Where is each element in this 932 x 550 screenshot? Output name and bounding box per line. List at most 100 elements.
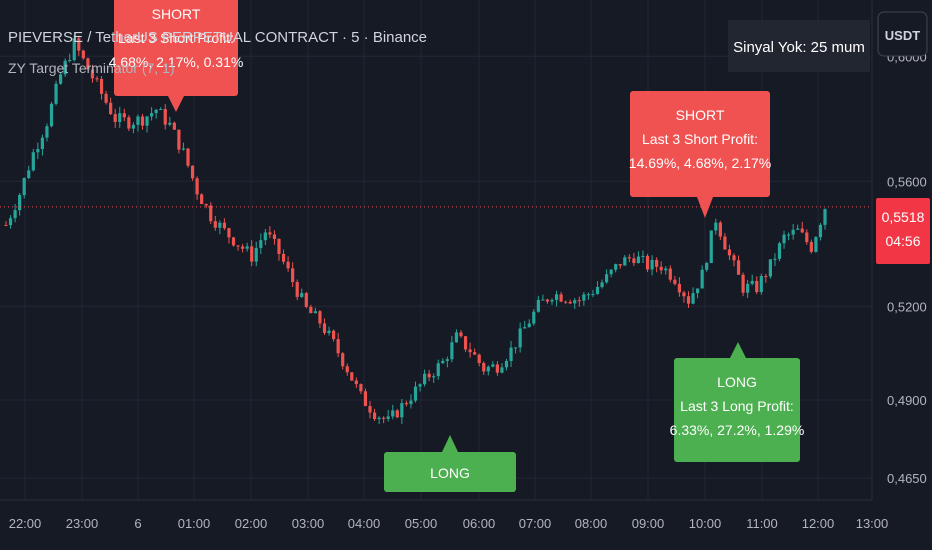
time-axis[interactable] [0, 500, 932, 550]
candle [618, 264, 622, 269]
candle [391, 404, 395, 420]
candle [127, 115, 131, 132]
candle [691, 287, 695, 305]
annotation-box [630, 91, 770, 197]
time-tick-label: 13:00 [856, 516, 889, 531]
candle [509, 340, 513, 368]
candle [145, 115, 149, 133]
candle [554, 290, 559, 307]
price-tick-label: 0,4900 [887, 393, 927, 408]
candle [304, 291, 308, 309]
candle [8, 215, 13, 229]
candle [122, 108, 126, 122]
candle [227, 227, 231, 244]
candle [377, 416, 381, 425]
annotation-box [674, 358, 800, 462]
time-tick-label: 03:00 [292, 516, 325, 531]
annotation-short: SHORT Last 3 Short Profit: 4.68%, 2.17%, 0… [109, 0, 244, 112]
candle [404, 400, 408, 407]
candle [673, 276, 677, 286]
candle [291, 262, 295, 288]
candle [213, 215, 217, 231]
candle [545, 298, 550, 304]
candle [322, 318, 327, 336]
candle [382, 416, 386, 424]
candle [295, 279, 299, 301]
candle [204, 203, 208, 209]
candle [22, 177, 26, 199]
candle [514, 347, 518, 354]
candle [536, 295, 540, 313]
candle [395, 408, 399, 419]
candle [259, 233, 263, 255]
candle [823, 208, 827, 230]
signal-annotations: SHORT Last 3 Short Profit: 4.68%, 2.17%, 0… [109, 0, 804, 492]
candle [281, 249, 286, 265]
candle [586, 292, 590, 300]
candle [309, 304, 313, 314]
candle [796, 224, 800, 231]
candle [336, 332, 340, 358]
candle [709, 230, 713, 264]
candle [68, 53, 72, 63]
candle [332, 329, 336, 342]
candle [787, 232, 791, 241]
candle [286, 256, 290, 272]
candle [350, 372, 354, 381]
candle [318, 309, 322, 328]
indicator-title[interactable]: ZY Target Terminator (7, 1) [8, 60, 175, 76]
candle [809, 239, 813, 254]
annotation-subtitle: Last 3 Long Profit: [680, 398, 794, 414]
annotation-short: SHORT Last 3 Short Profit: 14.69%, 4.68%, … [629, 91, 771, 218]
candle [168, 116, 172, 127]
candle [72, 35, 76, 62]
candle [805, 229, 809, 245]
annotation-box [114, 0, 238, 96]
candle [263, 229, 267, 245]
candle [423, 369, 427, 387]
candle [755, 276, 759, 295]
candle [741, 272, 745, 297]
candle [641, 250, 645, 263]
annotation-pointer [442, 435, 458, 452]
candle [723, 233, 727, 250]
candle [118, 106, 122, 128]
candle [272, 230, 277, 245]
candle [677, 277, 681, 297]
candle [150, 107, 154, 121]
candle [436, 359, 440, 380]
candle [800, 221, 804, 234]
candle [140, 113, 145, 130]
candle [195, 176, 199, 200]
candle [345, 363, 349, 376]
candle [386, 409, 390, 422]
candle [732, 253, 736, 267]
candle [577, 296, 581, 307]
candle [473, 348, 477, 356]
candle [659, 261, 663, 275]
candle [564, 300, 568, 305]
price-tick-label: 0,5600 [887, 174, 927, 189]
currency-button[interactable] [877, 11, 928, 57]
candle [372, 408, 377, 422]
candle [172, 121, 176, 130]
candle [95, 76, 99, 83]
candle [495, 361, 499, 376]
candle [81, 49, 85, 60]
candle [359, 383, 363, 395]
candle [181, 142, 186, 151]
candle [245, 242, 249, 252]
annotation-values: 4.68%, 2.17%, 0.31% [109, 54, 244, 70]
last-price-badge [876, 198, 930, 264]
candle [523, 320, 527, 329]
candle [595, 281, 600, 295]
candle [532, 309, 536, 326]
signal-status-text: Sinyal Yok: 25 mum [733, 39, 865, 56]
candle [268, 226, 272, 239]
candle [222, 218, 226, 231]
candle [623, 255, 627, 266]
time-tick-label: 23:00 [66, 516, 99, 531]
candle [463, 335, 468, 352]
candle [718, 220, 722, 240]
